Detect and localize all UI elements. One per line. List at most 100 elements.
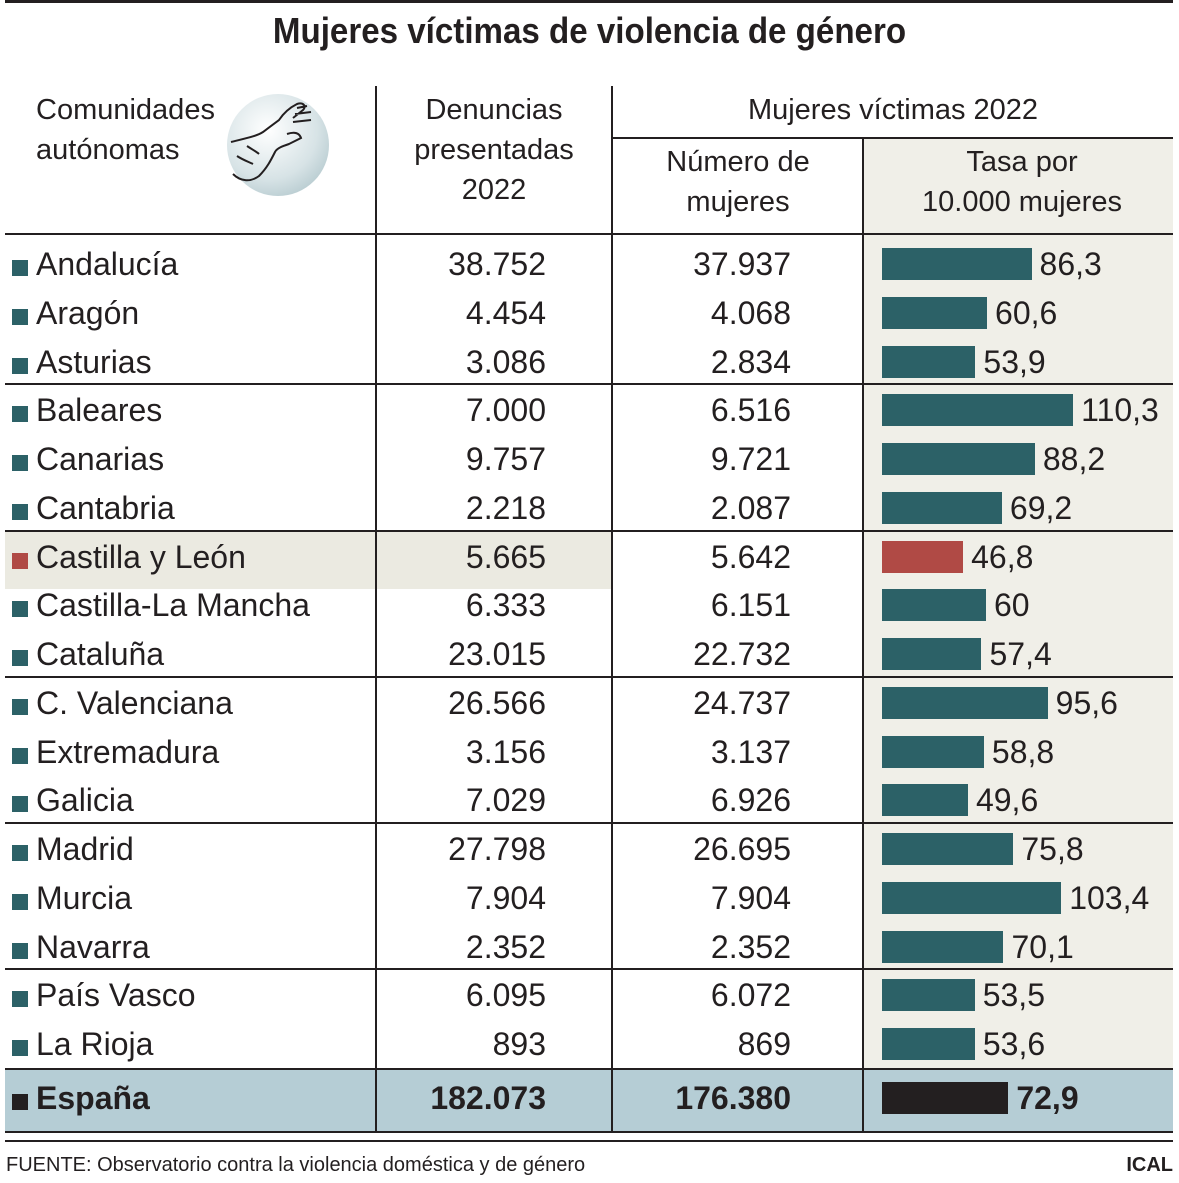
denuncias-value: 182.073 (430, 1080, 546, 1116)
legend-square (12, 260, 28, 276)
rate-bar (882, 735, 984, 768)
rate-label: 69,2 (1009, 489, 1073, 526)
header-numero-line1: Número de (666, 146, 810, 178)
rate-bar (882, 540, 964, 573)
denuncias-value: 23.015 (448, 636, 546, 672)
rate-bar (882, 638, 982, 670)
mujeres-value: 2.352 (710, 928, 791, 965)
mujeres-value: 4.068 (710, 294, 791, 331)
mujeres-value: 5.642 (710, 538, 791, 575)
region-label: Canarias (36, 441, 165, 477)
rate-label: 58,8 (991, 733, 1055, 770)
region-label: La Rioja (36, 1026, 154, 1062)
header-denuncias: Denuncias presentadas 2022 (376, 90, 612, 210)
legend-square (12, 406, 28, 423)
rate-bar (882, 248, 1032, 280)
header-rule (5, 233, 1173, 235)
rate-bar (882, 491, 1002, 524)
rate-label: 60,6 (995, 294, 1058, 331)
header-tasa-line2: 10.000 mujeres (922, 186, 1122, 218)
denuncias-value: 9.757 (465, 441, 546, 477)
region-label: País Vasco (36, 977, 196, 1014)
denuncias-value: 6.333 (465, 587, 546, 624)
region-label: España (36, 1080, 150, 1116)
rate-bar (882, 443, 1035, 475)
region-label: Castilla-La Mancha (36, 587, 310, 624)
total-separator (5, 1068, 1173, 1070)
group-separator (5, 822, 1173, 824)
denuncias-value: 2.218 (465, 489, 546, 526)
rate-label: 53,6 (982, 1026, 1046, 1062)
legend-square (12, 308, 28, 325)
region-label: Galicia (36, 782, 134, 819)
header-denuncias-line1: Denuncias (425, 94, 563, 126)
denuncias-value: 7.000 (465, 392, 546, 429)
bottom-rule (5, 1131, 1173, 1133)
denuncias-value: 38.752 (448, 246, 546, 282)
header-numero: Número de mujeres (613, 142, 863, 222)
rate-bar (882, 1028, 975, 1060)
rate-label: 53,5 (982, 977, 1045, 1014)
denuncias-value: 27.798 (448, 831, 546, 867)
legend-square (12, 650, 28, 666)
rate-bar (882, 686, 1048, 719)
credit-logo: ICAL (1126, 1154, 1173, 1176)
region-label: Asturias (36, 343, 152, 380)
col-divider-2 (611, 86, 613, 1132)
rate-bar (882, 784, 968, 817)
region-label: Aragón (36, 294, 140, 331)
mujeres-value: 6.516 (710, 392, 791, 429)
denuncias-value: 893 (492, 1026, 546, 1062)
legend-square (12, 698, 28, 715)
legend-square (12, 991, 28, 1008)
header-denuncias-line3: 2022 (461, 174, 527, 206)
rate-label: 88,2 (1042, 441, 1106, 477)
region-label: Andalucía (36, 246, 179, 282)
region-label: Extremadura (36, 733, 220, 770)
denuncias-value: 4.454 (465, 294, 546, 331)
header-tasa: Tasa por 10.000 mujeres (864, 142, 1179, 222)
legend-square (12, 503, 28, 520)
mujeres-value: 6.926 (710, 782, 791, 819)
header-region-line1: Comunidades (36, 94, 215, 126)
denuncias-value: 7.029 (465, 782, 546, 819)
header-tasa-line1: Tasa por (966, 146, 1078, 178)
region-label: Cantabria (36, 489, 175, 526)
mujeres-value: 22.732 (693, 636, 791, 672)
mujeres-value: 176.380 (675, 1080, 791, 1116)
group-separator (5, 968, 1173, 970)
rate-label: 49,6 (975, 782, 1039, 819)
header-group: Mujeres víctimas 2022 (747, 94, 1039, 126)
rate-label: 72,9 (1016, 1080, 1079, 1116)
top-rule (5, 0, 1173, 3)
legend-square (12, 1040, 28, 1056)
legend-square (12, 893, 28, 910)
source-note: FUENTE: Observatorio contra la violencia… (6, 1154, 586, 1176)
rate-bar (882, 881, 1062, 914)
region-label: Madrid (36, 831, 134, 867)
mujeres-value: 3.137 (710, 733, 791, 770)
legend-square (12, 845, 28, 861)
mujeres-value: 37.937 (693, 246, 791, 282)
header-denuncias-line2: presentadas (414, 134, 574, 166)
rate-label: 103,4 (1069, 879, 1150, 916)
rate-bar (882, 589, 986, 622)
footer-rule (5, 1140, 1173, 1142)
mujeres-value: 6.072 (710, 977, 791, 1014)
mujeres-value: 869 (737, 1026, 791, 1062)
group-separator (5, 530, 1173, 532)
legend-square (12, 552, 28, 569)
header-numero-line2: mujeres (686, 186, 790, 218)
mujeres-value: 2.834 (710, 343, 791, 380)
col-divider-3 (862, 137, 864, 1132)
rate-bar (882, 930, 1004, 963)
header-region-line2: autónomas (36, 134, 180, 166)
rate-label: 46,8 (971, 538, 1034, 575)
rate-bar (882, 345, 976, 378)
header-region: Comunidades autónomas (36, 90, 215, 170)
denuncias-value: 3.156 (465, 733, 546, 770)
legend-square (12, 601, 28, 618)
legend-square (12, 942, 28, 959)
region-label: Cataluña (36, 636, 165, 672)
rate-bar (882, 1082, 1009, 1114)
